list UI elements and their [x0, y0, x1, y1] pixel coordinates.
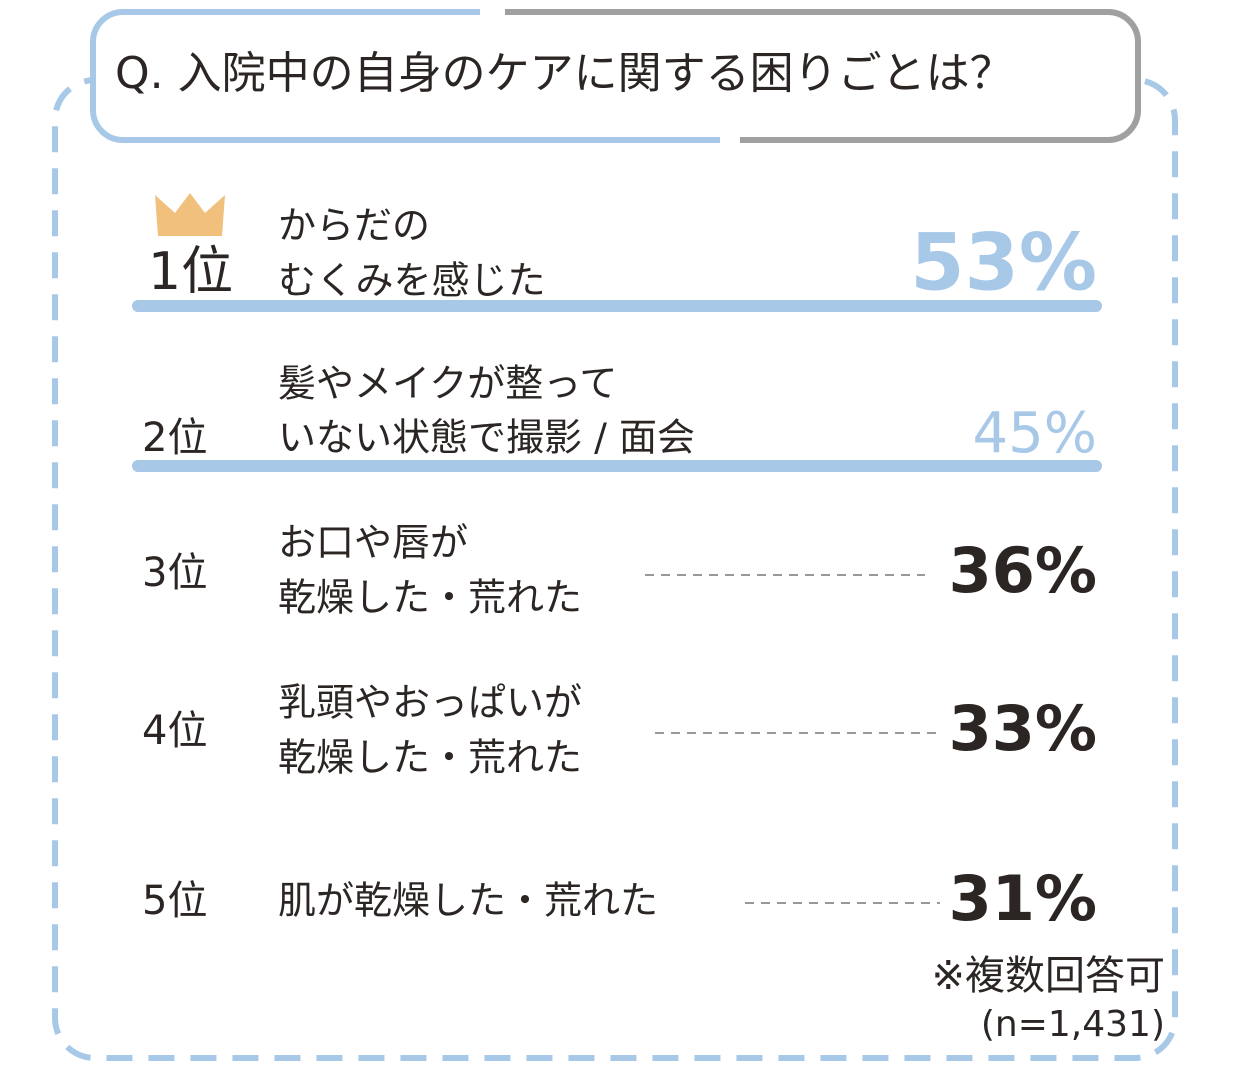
rank: 1位 [148, 242, 233, 302]
item-label: いない状態で撮影 / 面会 [278, 416, 695, 460]
rank: 5位 [142, 878, 207, 924]
item-label: 乾燥した・荒れた [278, 736, 582, 780]
item-label: からだの [278, 204, 430, 248]
percent: 36% [949, 534, 1097, 607]
percent: 45% [973, 401, 1097, 466]
percent: 53% [910, 218, 1097, 308]
title: Q. 入院中の自身のケアに関する困りごとは？ [115, 48, 1014, 99]
note: ※複数回答可 [931, 953, 1165, 999]
item-label: 髪やメイクが整って [278, 362, 617, 406]
rank: 2位 [142, 415, 207, 461]
crown-icon [155, 193, 225, 236]
item-label: 肌が乾燥した・荒れた [278, 879, 658, 923]
item-label: 乾燥した・荒れた [278, 576, 582, 620]
rank: 3位 [142, 550, 207, 596]
percent: 33% [949, 692, 1097, 765]
item-label: お口や唇が [278, 521, 468, 565]
sample-size: (n=1,431) [981, 1004, 1165, 1045]
title-box-accent [505, 9, 1141, 143]
rank: 4位 [142, 708, 207, 754]
item-label: 乳頭やおっぱいが [278, 681, 582, 725]
item-label: むくみを感じた [278, 259, 546, 303]
percent: 31% [949, 862, 1097, 935]
